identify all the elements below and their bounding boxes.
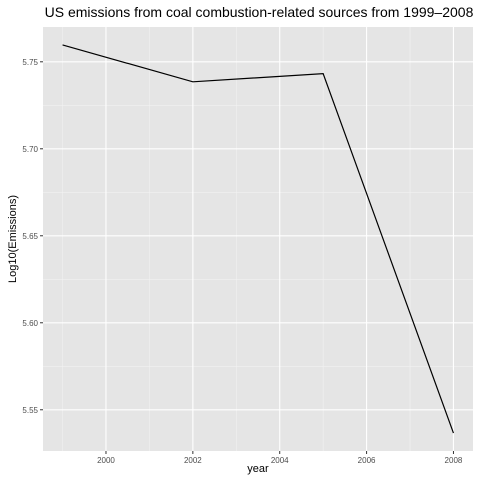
grid-major xyxy=(43,27,473,451)
y-tick-label: 5.60 xyxy=(22,319,38,328)
x-axis-title: year xyxy=(247,463,269,475)
y-tick-label: 5.65 xyxy=(22,232,38,241)
y-tick-label: 5.75 xyxy=(22,58,38,67)
x-tick-label: 2006 xyxy=(358,456,376,465)
x-tick-label: 2002 xyxy=(184,456,202,465)
y-tick-label: 5.55 xyxy=(22,406,38,415)
y-axis-title: Log10(Emissions) xyxy=(7,195,19,283)
y-tick-label: 5.70 xyxy=(22,145,38,154)
grid-minor xyxy=(43,27,473,451)
chart-title: US emissions from coal combustion-relate… xyxy=(45,4,474,20)
series-line xyxy=(62,44,455,434)
x-tick-label: 2008 xyxy=(445,456,463,465)
x-axis: 2000 2002 2004 2006 2008 xyxy=(97,451,463,465)
y-axis: 5.55 5.60 5.65 5.70 5.75 xyxy=(22,58,43,415)
x-tick-label: 2000 xyxy=(97,456,115,465)
plot-panel xyxy=(43,27,473,451)
x-tick-label: 2004 xyxy=(271,456,289,465)
